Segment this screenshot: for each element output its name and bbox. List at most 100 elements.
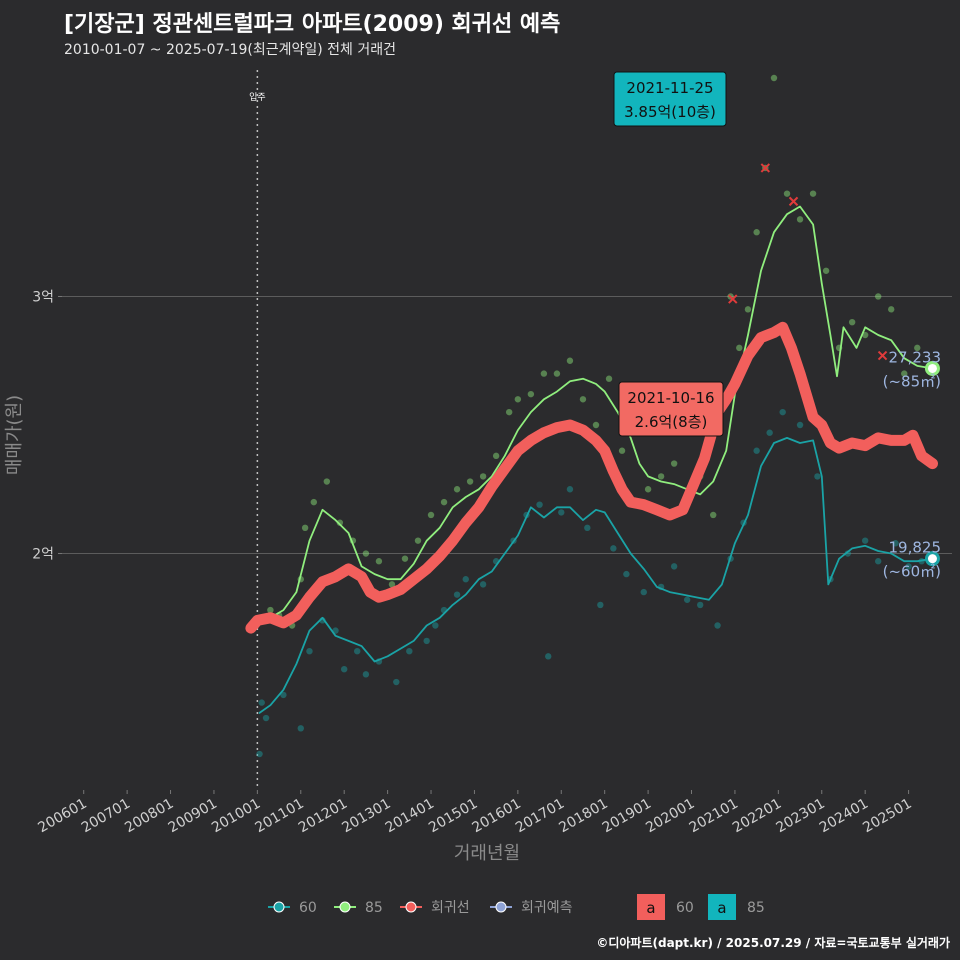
scatter-point-60: [670, 563, 678, 570]
chart-title: [기장군] 정관센트럴파크 아파트(2009) 회귀선 예측: [64, 12, 561, 37]
scatter-point-60: [297, 725, 304, 732]
legend-dot: [273, 901, 285, 913]
scatter-point-85: [579, 396, 587, 403]
outlier-mark: [877, 350, 888, 361]
x-tick-label: 201901: [600, 796, 654, 837]
scatter-point-85: [466, 478, 474, 485]
scatter-point-85: [670, 460, 678, 467]
x-tick-label: 200601: [35, 796, 89, 837]
scatter-point-85: [744, 306, 752, 313]
legend-dot: [405, 901, 417, 913]
scatter-point-60: [406, 647, 413, 655]
scatter-point-60: [423, 637, 430, 645]
x-tick-label: 201001: [209, 796, 263, 837]
end-area-label: (~85㎡): [883, 372, 941, 390]
scatter-point-60: [696, 601, 704, 609]
callout-price: 2.6억(8층): [635, 413, 708, 431]
scatter-point-85: [848, 318, 856, 326]
x-tick-label: 201701: [513, 796, 567, 837]
scatter-point-85: [710, 511, 717, 519]
y-tick-label: 2억: [32, 547, 54, 563]
scatter-point-60: [753, 447, 760, 454]
x-tick-label: 201201: [296, 796, 350, 837]
callout-price: 3.85억(10층): [624, 103, 716, 121]
scatter-point-60: [262, 714, 270, 722]
y-tick-label: 3억: [32, 289, 54, 305]
x-tick-label: 200801: [122, 796, 176, 837]
y-axis-title: 매매가(원): [4, 395, 25, 475]
legend-dot: [495, 901, 507, 913]
scatter-point-85: [901, 370, 908, 377]
credit-text: ©디아파트(dapt.kr) / 2025.07.29 / 자료=국토교통부 실…: [596, 936, 950, 950]
callout-box: [618, 381, 724, 437]
scatter-point-60: [796, 421, 804, 429]
scatter-point-60: [874, 558, 882, 565]
scatter-point-85: [301, 524, 309, 532]
scatter-point-85: [566, 357, 574, 364]
legend-swatch-symbol: a: [646, 899, 655, 917]
scatter-point-60: [393, 678, 400, 686]
scatter-point-60: [258, 699, 265, 706]
legend: 60 85 회귀선 회귀예측 a 60 a 85: [268, 894, 765, 920]
scatter-point-85: [323, 478, 331, 485]
x-tick-label: 202101: [687, 796, 741, 837]
x-tick-label: 202201: [730, 796, 784, 837]
scatter-point-85: [605, 375, 613, 382]
outlier-mark: [728, 294, 738, 304]
legend-label: 85: [365, 900, 383, 916]
scatter-point-85: [414, 537, 422, 544]
scatter-point-85: [783, 190, 791, 197]
scatter-point-85: [505, 408, 513, 416]
end-point: [924, 360, 940, 376]
axis-labels: 2억 3억 200601200701200801200901201001201101…: [4, 79, 941, 864]
scatter-point-85: [553, 370, 561, 377]
scatter-point-60: [892, 540, 899, 547]
scatter-point-85: [796, 216, 804, 223]
scatter-point-60: [714, 622, 721, 629]
chart-subtitle: 2010-01-07 ~ 2025-07-19(최근계약일) 전체 거래건: [64, 42, 396, 58]
x-tick-label: 201501: [426, 796, 480, 837]
scatter-point-85: [874, 293, 882, 300]
scatter-point-60: [280, 691, 287, 699]
scatter-point-85: [401, 555, 409, 562]
scatter-point-60: [479, 581, 487, 588]
scatter-point-60: [462, 576, 469, 583]
scatter-point-85: [770, 74, 778, 82]
scatter-point-85: [427, 511, 435, 519]
legend-dot: [339, 901, 351, 913]
x-tick-label: 201801: [556, 796, 610, 837]
scatter-point-60: [432, 622, 439, 629]
scatter-point-85: [822, 267, 830, 274]
scatter-point-60: [640, 588, 647, 596]
scatter-point-60: [905, 563, 912, 570]
line-series-85: [269, 205, 934, 619]
x-tick-label: 201601: [470, 796, 524, 837]
x-tick-label: 202301: [773, 796, 827, 837]
scatter-point-85: [527, 390, 535, 398]
scatter-point-60: [256, 750, 263, 758]
scatter-point-60: [306, 647, 313, 655]
scatter-point-60: [779, 408, 786, 416]
scatter-point-60: [610, 545, 617, 552]
scatter-point-85: [375, 558, 383, 565]
scatter-point-60: [623, 570, 630, 578]
scatter-point-85: [388, 581, 396, 588]
callout-date: 2021-11-25: [626, 79, 713, 97]
x-tick-label: 201301: [339, 796, 393, 837]
scatter-point-85: [492, 452, 500, 460]
scatter-85: [267, 74, 921, 629]
scatter-point-85: [753, 229, 760, 236]
scatter-point-85: [540, 370, 548, 377]
line-regression: [245, 321, 938, 634]
move-in-label: 입주: [249, 91, 266, 103]
line-series-60: [258, 437, 934, 714]
legend-label: 60: [299, 900, 317, 916]
x-tick-label: 201101: [252, 796, 306, 837]
scatter-point-85: [736, 344, 743, 352]
scatter-point-85: [440, 498, 448, 506]
outlier-mark: [788, 196, 799, 207]
legend-label: 85: [747, 900, 765, 916]
scatter-point-60: [584, 524, 591, 532]
legend-label: 회귀예측: [521, 900, 573, 916]
